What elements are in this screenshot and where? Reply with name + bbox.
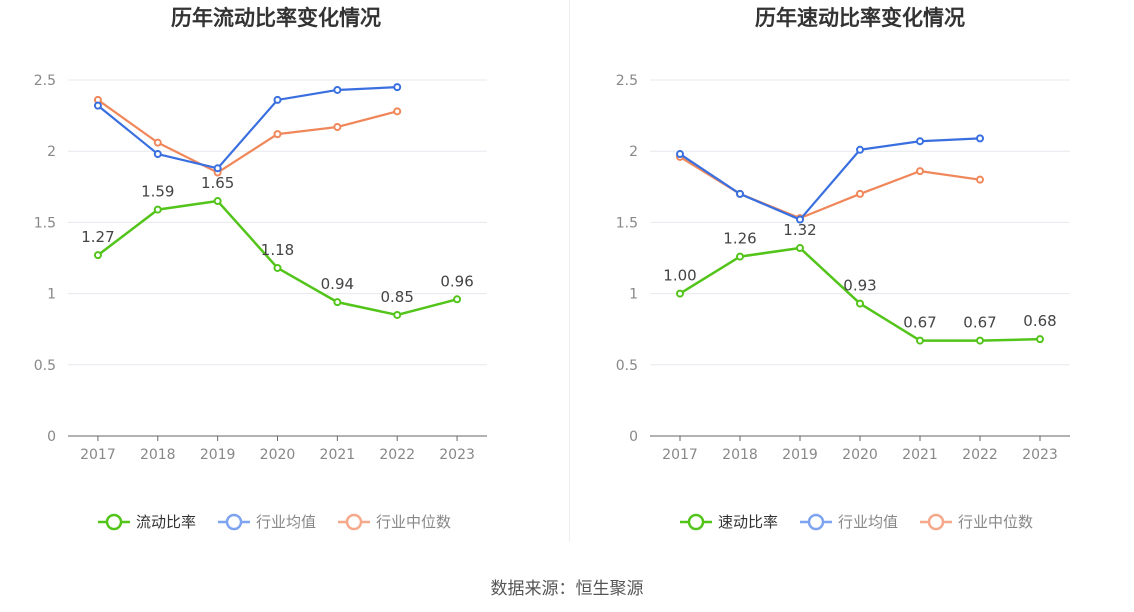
x-tick-label: 2023 <box>1022 447 1058 463</box>
legend-label-main: 流动比率 <box>136 513 196 531</box>
data-point-avg <box>393 83 402 92</box>
y-tick-label: 2 <box>47 144 56 160</box>
y-tick-label: 0.5 <box>616 358 638 374</box>
data-point-avg <box>93 101 102 110</box>
data-point-median <box>153 138 162 147</box>
x-tick-label: 2022 <box>962 447 998 463</box>
x-tick-label: 2022 <box>379 447 415 463</box>
data-point-avg <box>333 85 342 94</box>
chart-divider <box>569 0 570 542</box>
data-point-median <box>393 107 402 116</box>
data-label: 0.67 <box>903 314 936 332</box>
y-tick-label: 1 <box>47 287 56 303</box>
x-tick-label: 2017 <box>80 447 116 463</box>
data-point-main <box>856 299 864 308</box>
legend-marker-avg <box>225 513 243 531</box>
x-tick-label: 2017 <box>662 447 698 463</box>
series-line-median <box>97 99 398 174</box>
data-label: 0.85 <box>381 288 414 306</box>
legend-label-avg: 行业均值 <box>838 513 898 531</box>
legend-label-avg: 行业均值 <box>256 513 316 531</box>
data-point-main <box>453 295 462 304</box>
x-tick-label: 2018 <box>140 447 176 463</box>
data-point-main <box>393 310 402 319</box>
data-point-main <box>1036 335 1044 344</box>
data-point-avg <box>976 134 984 143</box>
data-label: 1.65 <box>201 174 234 192</box>
data-source-note: 数据来源：恒生聚源 <box>490 579 644 599</box>
data-point-main <box>273 263 282 272</box>
data-label: 1.27 <box>81 228 114 246</box>
legend-marker-avg <box>807 513 825 531</box>
data-label: 0.68 <box>1023 312 1056 330</box>
data-label: 1.59 <box>141 183 174 201</box>
y-tick-label: 0 <box>47 429 56 445</box>
data-point-main <box>213 197 222 206</box>
x-tick-label: 2023 <box>439 447 475 463</box>
y-tick-label: 2.5 <box>616 73 638 89</box>
data-label: 0.94 <box>321 275 354 293</box>
data-point-median <box>916 167 924 176</box>
y-tick-label: 0 <box>629 429 638 445</box>
series-line-avg <box>97 86 398 170</box>
legend-marker-median <box>927 513 945 531</box>
data-point-median <box>976 175 984 184</box>
data-point-avg <box>273 95 282 104</box>
y-tick-label: 1.5 <box>616 215 638 231</box>
data-point-avg <box>153 150 162 159</box>
data-point-avg <box>856 145 864 154</box>
data-label: 1.26 <box>723 230 756 248</box>
data-point-main <box>916 336 924 345</box>
data-point-median <box>333 122 342 131</box>
data-label: 0.93 <box>843 277 876 295</box>
data-point-median <box>856 189 864 198</box>
y-tick-label: 1.5 <box>34 215 56 231</box>
series-line-median <box>679 155 981 220</box>
x-tick-label: 2021 <box>902 447 938 463</box>
y-tick-label: 0.5 <box>34 358 56 374</box>
data-label: 1.32 <box>783 221 816 239</box>
data-point-avg <box>736 189 744 198</box>
data-label: 0.67 <box>963 314 996 332</box>
data-label: 1.18 <box>261 241 294 259</box>
data-point-avg <box>213 164 222 173</box>
y-tick-label: 1 <box>629 287 638 303</box>
data-point-main <box>976 336 984 345</box>
chart-title: 历年速动比率变化情况 <box>755 6 965 30</box>
y-tick-label: 2 <box>629 144 638 160</box>
data-point-main <box>333 298 342 307</box>
x-tick-label: 2020 <box>842 447 878 463</box>
data-point-avg <box>676 150 684 159</box>
x-tick-label: 2019 <box>782 447 818 463</box>
data-point-avg <box>916 137 924 146</box>
legend-marker-main <box>687 513 705 531</box>
chart-title: 历年流动比率变化情况 <box>171 6 381 30</box>
legend-marker-median <box>345 513 363 531</box>
y-tick-label: 2.5 <box>34 73 56 89</box>
x-tick-label: 2019 <box>200 447 236 463</box>
legend-label-median: 行业中位数 <box>376 513 451 531</box>
legend-marker-main <box>105 513 123 531</box>
data-label: 0.96 <box>440 272 473 290</box>
data-point-main <box>796 244 804 253</box>
data-point-main <box>736 252 744 261</box>
series-line-avg <box>679 137 981 221</box>
data-point-main <box>93 251 102 260</box>
legend-label-median: 行业中位数 <box>958 513 1033 531</box>
data-point-main <box>676 289 684 298</box>
x-tick-label: 2020 <box>260 447 296 463</box>
x-tick-label: 2021 <box>320 447 356 463</box>
x-tick-label: 2018 <box>722 447 758 463</box>
data-label: 1.00 <box>663 267 696 285</box>
data-point-avg <box>796 215 804 224</box>
data-point-main <box>153 205 162 214</box>
data-point-median <box>273 130 282 139</box>
legend-label-main: 速动比率 <box>718 513 778 531</box>
